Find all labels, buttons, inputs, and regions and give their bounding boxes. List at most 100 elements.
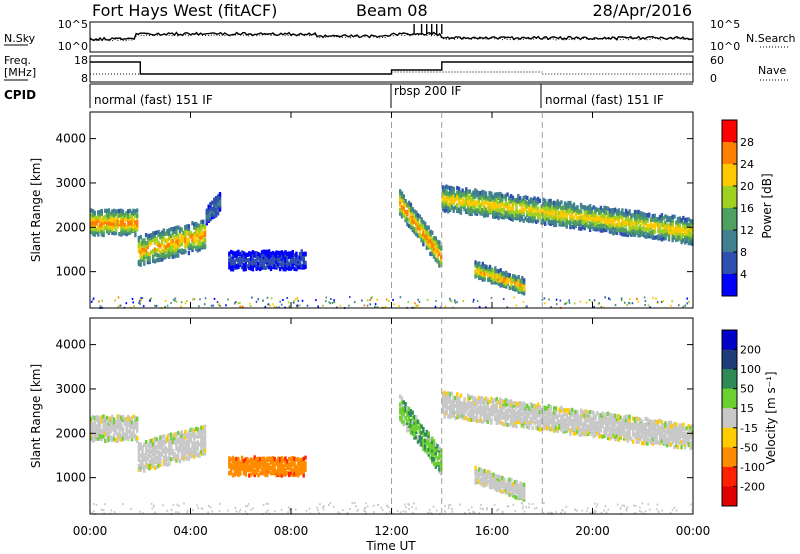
velocity-cell — [506, 408, 509, 413]
velocity-cell — [675, 434, 678, 439]
power-cell — [242, 251, 246, 256]
velocity-cell — [143, 442, 146, 447]
velocity-cell — [271, 471, 275, 476]
velocity-cell — [551, 415, 554, 420]
power-cell — [558, 201, 561, 206]
velocity-cell — [578, 415, 581, 420]
velocity-cell — [529, 405, 533, 411]
velocity-cell — [284, 462, 287, 468]
velocity-cell — [562, 429, 565, 434]
velocity-cell — [125, 421, 128, 426]
power-cell — [630, 230, 633, 235]
velocity-cell — [553, 428, 556, 433]
power-cell — [594, 206, 597, 211]
power-ground-cell — [456, 301, 458, 304]
velocity-cell — [472, 409, 475, 414]
velocity-cell — [242, 467, 246, 472]
velocity-cell — [463, 408, 466, 413]
velocity-cell — [424, 443, 427, 449]
velocity-cell — [194, 450, 198, 455]
power-cell — [436, 243, 439, 248]
power-cell — [576, 216, 579, 221]
power-cell — [565, 207, 568, 212]
velocity-cell — [639, 427, 642, 432]
power-cell — [155, 237, 158, 242]
velocity-cell — [175, 432, 178, 437]
power-cell — [603, 205, 606, 210]
velocity-cell — [187, 430, 191, 435]
velocity-cell — [675, 442, 678, 447]
velocity-cell — [481, 478, 484, 484]
power-cell — [257, 265, 260, 271]
velocity-cell — [434, 442, 437, 447]
power-ground-cell — [280, 303, 283, 306]
velocity-cell — [144, 451, 148, 456]
power-cell — [189, 234, 192, 239]
velocity-cell — [667, 440, 671, 445]
power-ground-cell — [564, 302, 567, 305]
power-cell — [610, 223, 613, 228]
power-y-tick-label: 1000 — [55, 265, 86, 279]
velocity-cell — [551, 427, 554, 432]
noise-right-tick-top: 10^5 — [710, 18, 740, 31]
velocity-cell — [474, 465, 477, 470]
power-cell — [535, 201, 538, 206]
power-cell — [549, 207, 552, 212]
velocity-cell — [111, 424, 114, 429]
velocity-cell — [486, 415, 489, 421]
power-cell — [111, 228, 114, 233]
power-cell — [463, 202, 466, 207]
power-cell — [466, 209, 470, 214]
power-cell — [617, 219, 620, 224]
velocity-cell — [139, 453, 142, 458]
power-cell — [474, 273, 477, 278]
power-cell — [237, 252, 240, 257]
power-cell — [576, 221, 579, 226]
power-ground-cell — [325, 296, 328, 299]
velocity-cell — [662, 423, 665, 428]
velocity-cell — [100, 419, 103, 424]
power-cell — [508, 210, 511, 215]
power-cell — [472, 209, 475, 214]
power-cell — [271, 257, 275, 262]
velocity-cell — [107, 419, 111, 424]
power-cell — [608, 212, 612, 217]
power-cell — [402, 194, 405, 199]
velocity-cell — [257, 461, 260, 467]
velocity-cell — [420, 440, 423, 445]
velocity-cell — [93, 427, 96, 432]
velocity-cell — [583, 413, 586, 418]
power-cell — [484, 199, 488, 205]
power-cell — [169, 227, 173, 232]
velocity-cell — [434, 450, 437, 456]
power-cell — [492, 274, 495, 279]
power-cell — [153, 231, 157, 236]
velocity-cell — [246, 468, 249, 473]
velocity-cell — [536, 419, 540, 424]
velocity-cell — [406, 412, 409, 417]
power-cell — [517, 210, 520, 215]
power-cell — [300, 263, 303, 269]
velocity-cell — [123, 420, 126, 425]
power-cell — [527, 211, 531, 216]
velocity-cell — [658, 418, 662, 423]
velocity-cell — [415, 415, 418, 420]
power-cell — [676, 231, 680, 236]
power-cell — [182, 249, 185, 254]
velocity-cell — [178, 438, 182, 443]
power-cell — [474, 211, 477, 216]
power-cell — [113, 208, 116, 213]
power-cell — [581, 214, 585, 219]
velocity-cell — [399, 410, 402, 415]
power-cell — [233, 263, 236, 268]
power-cell — [572, 221, 576, 226]
power-cell — [524, 203, 527, 208]
velocity-cell — [153, 436, 157, 441]
velocity-cell — [132, 414, 135, 419]
power-cell — [107, 217, 111, 222]
power-cell — [624, 232, 628, 237]
power-cell — [483, 276, 486, 281]
power-cell — [130, 214, 134, 219]
velocity-cell — [162, 462, 166, 467]
power-cell — [509, 206, 513, 211]
